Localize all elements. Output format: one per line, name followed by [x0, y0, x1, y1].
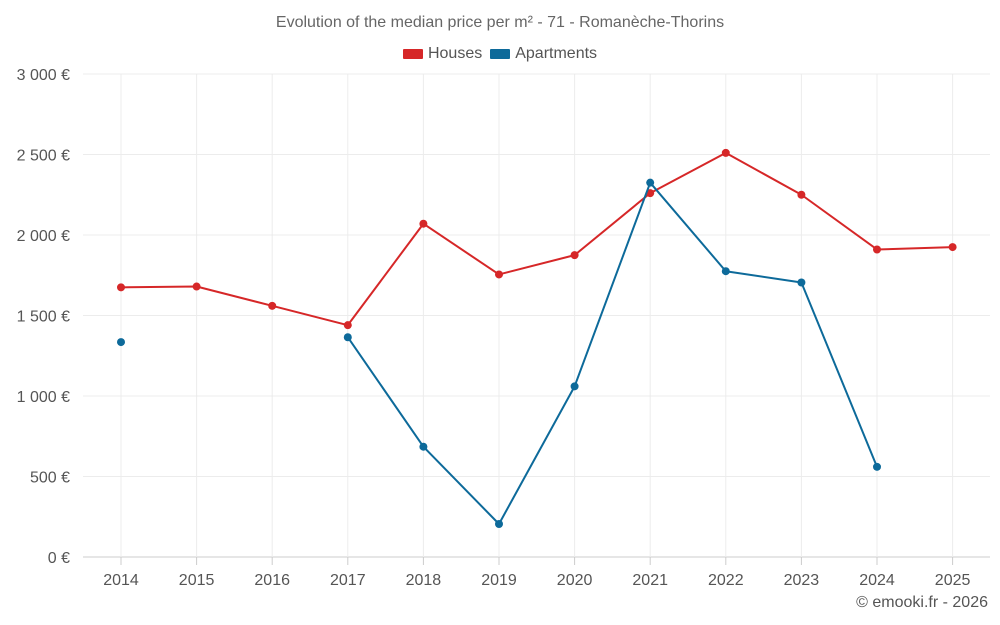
y-tick-label: 3 000 € [17, 67, 70, 84]
legend-label-houses: Houses [427, 45, 483, 62]
data-point-houses-2023 [797, 190, 806, 199]
x-tick-label: 2019 [481, 572, 517, 589]
x-tick-label: 2018 [406, 572, 442, 589]
x-tick-label: 2023 [784, 572, 820, 589]
data-point-houses-2024 [873, 245, 881, 254]
legend-swatch-houses [402, 49, 423, 59]
x-tick-label: 2017 [330, 572, 366, 589]
data-point-houses-2015 [192, 282, 201, 291]
data-point-apartments-2022 [721, 267, 730, 276]
legend-item-houses[interactable]: Houses [402, 45, 483, 63]
y-tick-label: 2 500 € [17, 148, 70, 165]
data-point-houses-2025 [948, 243, 957, 252]
data-point-houses-2017 [343, 321, 352, 330]
x-tick-label: 2016 [254, 572, 290, 589]
data-point-apartments-2023 [797, 278, 806, 287]
data-point-houses-2016 [268, 301, 277, 310]
legend: Houses Apartments [0, 45, 1000, 63]
data-point-apartments-2018 [419, 442, 428, 451]
legend-swatch-apartments [490, 49, 511, 59]
data-point-houses-2018 [419, 219, 428, 228]
x-tick-label: 2015 [179, 572, 215, 589]
series-line-apartments [346, 181, 878, 525]
data-point-apartments-2024 [873, 462, 881, 471]
data-point-houses-2014 [117, 283, 125, 292]
legend-label-apartments: Apartments [515, 45, 598, 62]
x-tick-label: 2024 [859, 572, 895, 589]
legend-item-apartments[interactable]: Apartments [490, 45, 597, 63]
y-tick-label: 1 500 € [17, 309, 70, 326]
y-tick-label: 2 000 € [17, 228, 70, 245]
series-line-houses [120, 151, 953, 327]
x-tick-label: 2020 [557, 572, 593, 589]
data-point-houses-2020 [570, 251, 579, 260]
x-tick-label: 2025 [935, 572, 971, 589]
data-point-houses-2021 [646, 189, 655, 198]
x-tick-label: 2022 [708, 572, 744, 589]
data-point-apartments-2019 [495, 519, 503, 528]
y-tick-label: 0 € [48, 550, 70, 567]
credit: © emooki.fr - 2026 [856, 594, 988, 611]
data-point-houses-2019 [495, 270, 503, 279]
data-point-houses-2022 [721, 148, 730, 157]
chart-title: Evolution of the median price per m² - 7… [275, 14, 725, 31]
y-tick-label: 1 000 € [17, 389, 70, 406]
data-point-apartments-2020 [570, 382, 579, 391]
data-point-apartments-2014 [117, 338, 125, 347]
x-tick-label: 2014 [103, 572, 139, 589]
y-tick-label: 500 € [30, 470, 70, 487]
data-point-apartments-2021 [646, 178, 655, 187]
data-point-apartments-2017 [343, 333, 352, 342]
x-tick-label: 2021 [632, 572, 668, 589]
